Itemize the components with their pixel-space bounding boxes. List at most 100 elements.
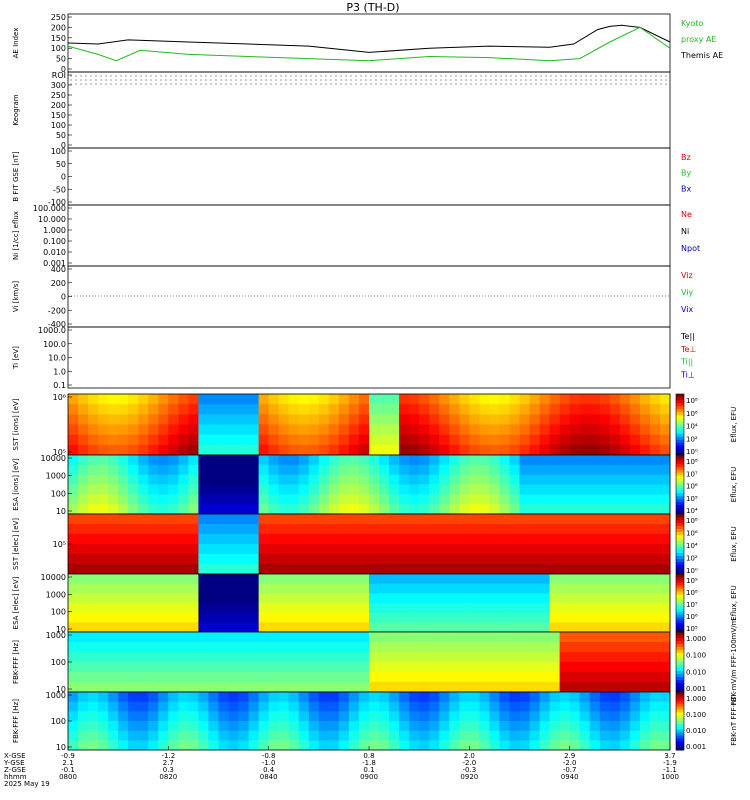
heatmap-cell [539, 534, 551, 545]
heatmap-cell [148, 434, 159, 446]
heatmap-cell [248, 642, 260, 653]
heatmap-cell [358, 564, 370, 575]
colorbar-cell [676, 659, 684, 663]
heatmap-cell [88, 544, 99, 555]
heatmap-cell [268, 464, 280, 476]
heatmap-cell [168, 682, 179, 693]
heatmap-cell [549, 464, 561, 476]
heatmap-cell [128, 544, 139, 555]
heatmap-cell [529, 701, 541, 712]
heatmap-cell [218, 672, 230, 683]
colorbar-cell [676, 421, 684, 425]
heatmap-cell [138, 612, 149, 623]
heatmap-cell [218, 622, 230, 633]
heatmap-cell [369, 652, 380, 663]
heatmap-cell [158, 404, 169, 415]
heatmap-cell [529, 740, 541, 751]
heatmap-cell [589, 711, 601, 722]
heatmap-cell [589, 740, 601, 751]
keogram-dot [115, 75, 117, 77]
keogram-dot [615, 79, 617, 81]
keogram-dot [290, 79, 292, 81]
heatmap-cell [429, 494, 440, 505]
heatmap-cell [278, 554, 290, 565]
heatmap-cell [639, 524, 651, 535]
y-tick-label: 200 [51, 101, 66, 110]
heatmap-cell [529, 603, 541, 614]
heatmap-cell [489, 474, 500, 485]
heatmap-cell [308, 455, 320, 466]
heatmap-cell [88, 464, 99, 476]
heatmap-cell [68, 414, 79, 425]
heatmap-cell [369, 514, 380, 525]
heatmap-cell [238, 554, 250, 565]
heatmap-cell [308, 711, 320, 722]
heatmap-cell [639, 672, 651, 683]
keogram-dot [265, 83, 267, 85]
colorbar-tick-label: 10⁴ [686, 507, 698, 515]
heatmap-cell [499, 464, 510, 476]
colorbar-cell [676, 597, 684, 601]
heatmap-cell [238, 534, 250, 545]
heatmap-cell [198, 632, 209, 643]
heatmap-cell [318, 672, 330, 683]
heatmap-cell [619, 711, 631, 722]
heatmap-cell [609, 474, 621, 485]
heatmap-cell [609, 672, 621, 683]
heatmap-cell [549, 662, 561, 673]
keogram-dot [225, 75, 227, 77]
heatmap-cell [98, 574, 109, 585]
heatmap-cell [429, 554, 440, 565]
heatmap-cell [399, 564, 410, 575]
panel-1 [67, 13, 671, 73]
heatmap-cell [168, 642, 179, 653]
y-axis-label: Ti [eV] [12, 346, 20, 370]
heatmap-cell [379, 414, 390, 425]
heatmap-cell [609, 514, 621, 525]
heatmap-cell [188, 414, 199, 425]
heatmap-cell [318, 554, 330, 565]
heatmap-cell [579, 554, 591, 565]
colorbar-cell [676, 579, 684, 584]
heatmap-cell [138, 484, 149, 495]
heatmap-cell [288, 455, 300, 466]
legend-entry: By [681, 169, 691, 178]
colorbar-tick-label: 10⁹ [686, 577, 698, 585]
keogram-dot [475, 79, 477, 81]
heatmap-cell [589, 524, 601, 535]
colorbar-cell [676, 738, 684, 742]
heatmap-cell [579, 404, 591, 415]
heatmap-cell [589, 444, 601, 456]
heatmap-cell [369, 424, 380, 436]
heatmap-cell [138, 711, 149, 722]
colorbar-cell [676, 638, 684, 642]
heatmap-cell [619, 612, 631, 623]
heatmap-cell [579, 464, 591, 476]
heatmap-cell [559, 672, 571, 683]
heatmap-cell [138, 662, 149, 673]
keogram-dot [185, 79, 187, 81]
keogram-dot [205, 79, 207, 81]
keogram-dot [505, 79, 507, 81]
heatmap-cell [379, 455, 390, 466]
heatmap-cell [399, 404, 410, 415]
heatmap-cell [118, 444, 129, 456]
heatmap-cell [248, 564, 260, 575]
x-tick-label: -0.1 [61, 766, 75, 774]
heatmap-cell [579, 682, 591, 693]
heatmap-cell [248, 622, 260, 633]
heatmap-cell [298, 603, 310, 614]
keogram-dot [325, 83, 327, 85]
heatmap-cell [268, 593, 280, 604]
heatmap-cell [619, 740, 631, 751]
heatmap-cell [68, 504, 79, 515]
heatmap-cell [298, 622, 310, 633]
heatmap-cell [118, 564, 129, 575]
heatmap-cell [529, 662, 541, 673]
heatmap-cell [489, 434, 500, 446]
heatmap-cell [489, 484, 500, 495]
heatmap-cell [348, 464, 360, 476]
heatmap-cell [198, 434, 209, 446]
heatmap-cell [228, 484, 240, 495]
heatmap-cell [138, 583, 149, 594]
